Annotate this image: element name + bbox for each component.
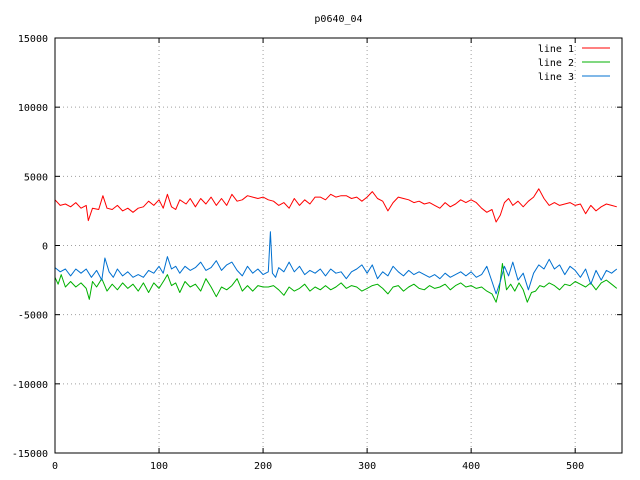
legend: line 1 line 2 line 3 xyxy=(538,44,610,83)
y-tick-label: 0 xyxy=(42,242,48,253)
chart-title: p0640_04 xyxy=(314,14,362,25)
x-tick-label: 200 xyxy=(254,461,272,472)
legend-label: line 3 xyxy=(538,72,574,83)
x-tick-label: 300 xyxy=(358,461,376,472)
y-tick-label: 5000 xyxy=(24,172,48,183)
plot-frame xyxy=(54,37,623,454)
series-lines xyxy=(54,188,618,303)
x-tick-label: 500 xyxy=(566,461,584,472)
legend-label: line 1 xyxy=(538,44,574,55)
series-line-3 xyxy=(54,231,618,295)
series-line-2 xyxy=(54,263,618,303)
y-tick-label: 15000 xyxy=(18,34,48,45)
legend-label: line 2 xyxy=(538,58,574,69)
axis-ticks xyxy=(54,37,622,454)
series-line-1 xyxy=(54,188,617,223)
x-tick-label: 400 xyxy=(462,461,480,472)
y-tick-label: 10000 xyxy=(18,103,48,114)
y-tick-label: -15000 xyxy=(12,449,48,460)
x-tick-label: 0 xyxy=(52,461,58,472)
y-tick-label: -5000 xyxy=(18,311,48,322)
tick-labels: 0 100 200 300 400 500 -15000 -10000 -5000 0 5000 10… xyxy=(12,34,584,472)
y-tick-label: -10000 xyxy=(12,380,48,391)
x-tick-label: 100 xyxy=(150,461,168,472)
grid xyxy=(55,38,622,453)
